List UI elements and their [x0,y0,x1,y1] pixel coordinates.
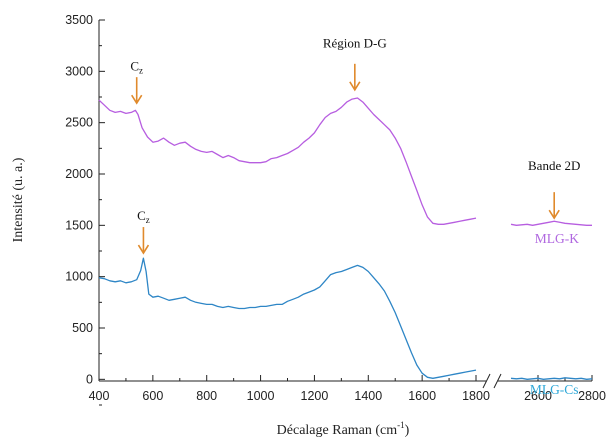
series-line-mlg-cs-left [98,257,477,379]
annotation-arrowhead [349,81,361,92]
x-tick-label: 2600 [524,389,552,403]
y-tick-label: 3000 [65,64,93,78]
y-tick-label: 0 [86,372,93,386]
x-tick-label: 600 [142,389,163,403]
y-tick-label: 500 [72,321,93,335]
series-line-mlg-cs-right [510,377,593,380]
x-tick-label: 2800 [578,389,606,403]
annotation-label: Région D-G [323,36,387,51]
series-label-mlg-cs: MLG-Cs [530,382,579,397]
x-tick-label: 1800 [462,389,490,403]
annotation-label: Cz [130,58,143,75]
series-line-mlg-k-left [98,97,477,225]
plot-frame [98,20,592,389]
series-label-mlg-k: MLG-K [535,231,579,246]
series-line-mlg-k-right [510,220,592,226]
y-tick-label: 1500 [65,218,93,232]
y-tick-label: 3500 [65,13,93,27]
axis-break-mark [482,373,502,389]
x-axis-title: Décalage Raman (cm-1) [277,420,410,438]
annotation-arrowhead [137,244,150,255]
y-tick-label: 2500 [65,116,93,130]
annotation-layer: Cz Région D-G Bande 2D Cz [130,36,580,255]
annotation-label: Bande 2D [528,158,580,173]
annotation-arrowhead [548,209,560,220]
x-tick-label: 1000 [247,389,275,403]
x-ticks: 400 600 800 1000 1200 1400 1600 1800 2600 2800 [89,375,606,403]
x-tick-label: 1200 [301,389,329,403]
y-ticks: 0 500 1000 1500 2000 2500 3000 3500 [65,13,105,406]
x-tick-label: 1600 [408,389,436,403]
y-axis-title: Intensité (u. a.) [11,157,26,242]
x-tick-label: 800 [196,389,217,403]
x-tick-label: 1400 [354,389,382,403]
annotation-arrowhead [131,94,143,105]
series-layer: MLG-K MLG-Cs [98,97,593,397]
y-tick-label: 2000 [65,167,93,181]
annotation-label: Cz [137,208,150,225]
y-tick-label: 1000 [65,270,93,284]
x-tick-label: 400 [89,389,110,403]
